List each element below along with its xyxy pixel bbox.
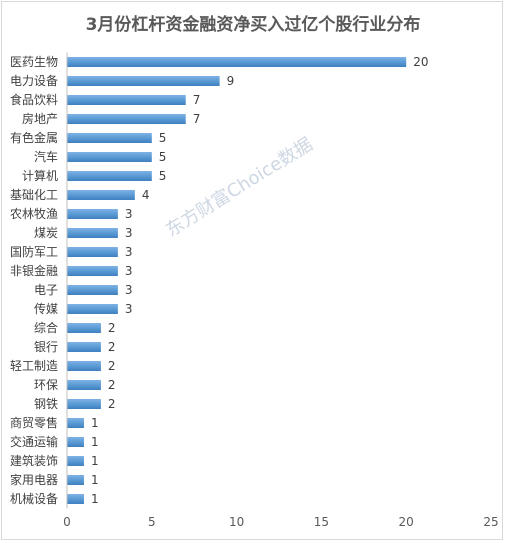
bar-15 — [67, 323, 101, 333]
category-label: 计算机 — [22, 168, 58, 183]
data-label: 2 — [108, 340, 116, 354]
data-label: 2 — [108, 397, 116, 411]
x-tick-label: 5 — [148, 515, 156, 529]
data-label: 1 — [91, 416, 99, 430]
data-label: 1 — [91, 492, 99, 506]
data-label: 1 — [91, 473, 99, 487]
category-label: 环保 — [34, 378, 58, 392]
category-label: 有色金属 — [10, 130, 58, 145]
data-label: 5 — [159, 150, 167, 164]
category-label: 国防军工 — [10, 244, 58, 259]
bar-6 — [67, 152, 152, 162]
bar-3 — [67, 95, 186, 105]
bar-17 — [67, 361, 101, 371]
category-label: 食品饮料 — [10, 92, 58, 107]
category-label: 房地产 — [22, 111, 58, 126]
bar-1 — [67, 57, 407, 67]
bar-20 — [67, 418, 84, 428]
category-label: 医药生物 — [10, 55, 58, 69]
bar-10 — [67, 228, 118, 238]
category-label: 机械设备 — [10, 491, 58, 506]
bar-4 — [67, 114, 186, 124]
category-label: 煤炭 — [34, 226, 58, 240]
category-label: 商贸零售 — [10, 415, 58, 430]
bar-12 — [67, 266, 118, 276]
bar-18 — [67, 380, 101, 390]
bar-5 — [67, 133, 152, 143]
category-label: 电子 — [34, 283, 58, 297]
data-label: 7 — [193, 112, 201, 126]
category-label: 建筑装饰 — [10, 453, 58, 468]
data-label: 3 — [125, 245, 133, 259]
bar-22 — [67, 456, 84, 466]
x-tick-label: 15 — [314, 515, 329, 529]
data-label: 2 — [108, 359, 116, 373]
x-tick-label: 20 — [399, 515, 414, 529]
bar-23 — [67, 475, 84, 485]
bar-9 — [67, 209, 118, 219]
category-label: 钢铁 — [34, 397, 58, 411]
data-label: 4 — [142, 188, 150, 202]
x-tick-label: 0 — [63, 515, 71, 529]
data-label: 5 — [159, 131, 167, 145]
data-label: 1 — [91, 454, 99, 468]
data-label: 9 — [227, 74, 235, 88]
category-label: 基础化工 — [10, 188, 58, 202]
category-label: 银行 — [34, 340, 58, 354]
x-tick-label: 10 — [229, 515, 244, 529]
data-label: 3 — [125, 226, 133, 240]
x-tick-label: 25 — [483, 515, 498, 529]
bar-21 — [67, 437, 84, 447]
category-label: 传媒 — [34, 301, 58, 316]
bar-24 — [67, 494, 84, 504]
category-label: 汽车 — [34, 149, 58, 164]
data-label: 20 — [413, 55, 428, 69]
category-label: 家用电器 — [10, 472, 58, 487]
category-label: 交通运输 — [10, 434, 58, 449]
data-label: 3 — [125, 283, 133, 297]
bar-14 — [67, 304, 118, 314]
category-label: 电力设备 — [10, 74, 58, 88]
data-label: 2 — [108, 378, 116, 392]
data-label: 5 — [159, 169, 167, 183]
category-label: 综合 — [34, 320, 58, 335]
bar-16 — [67, 342, 101, 352]
data-label: 3 — [125, 302, 133, 316]
bar-2 — [67, 76, 220, 86]
bar-7 — [67, 171, 152, 181]
category-label: 非银金融 — [10, 263, 58, 278]
bar-8 — [67, 190, 135, 200]
data-label: 7 — [193, 93, 201, 107]
data-label: 2 — [108, 321, 116, 335]
data-label: 3 — [125, 207, 133, 221]
category-label: 农林牧渔 — [10, 207, 58, 221]
chart-title: 3月份杠杆资金融资净买入过亿个股行业分布 — [85, 15, 421, 35]
bar-11 — [67, 247, 118, 257]
data-label: 3 — [125, 264, 133, 278]
category-label: 轻工制造 — [10, 359, 58, 373]
bar-13 — [67, 285, 118, 295]
data-label: 1 — [91, 435, 99, 449]
bar-19 — [67, 399, 101, 409]
